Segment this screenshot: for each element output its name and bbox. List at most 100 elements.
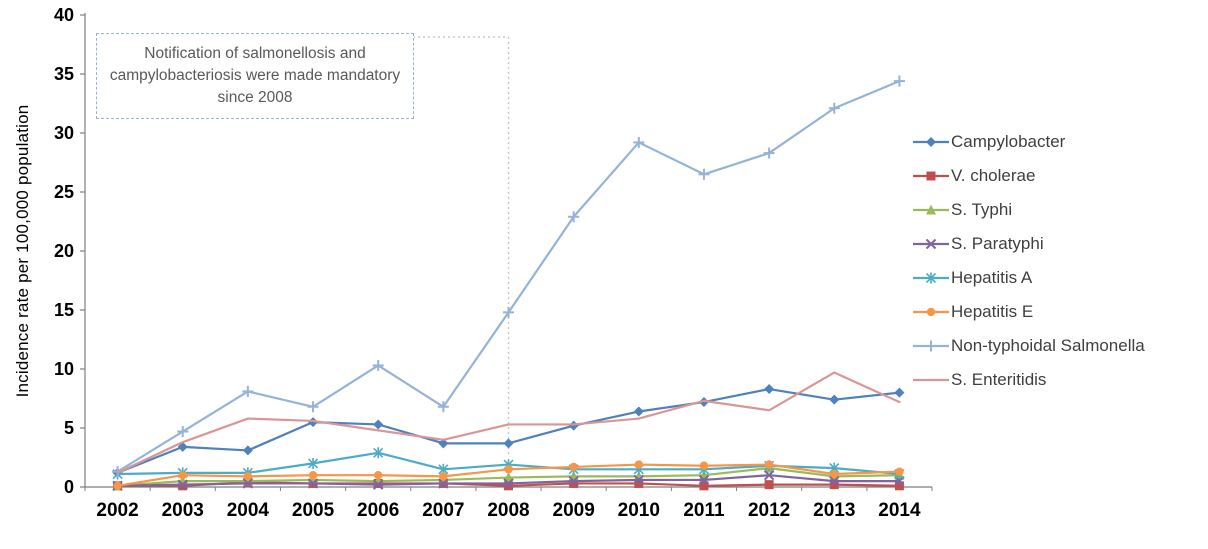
marker-diamond xyxy=(633,406,644,417)
marker-square xyxy=(764,480,774,490)
marker-circle xyxy=(113,481,122,491)
marker-diamond xyxy=(308,417,319,428)
marker-circle xyxy=(569,462,578,472)
marker-x xyxy=(242,478,254,489)
marker-diamond xyxy=(242,445,253,456)
marker-x xyxy=(763,469,775,481)
x-tick-label: 2014 xyxy=(878,500,921,521)
marker-diamond xyxy=(894,387,905,398)
marker-plus xyxy=(828,102,840,114)
legend-item-v-cholerae: V. cholerae xyxy=(913,165,1145,187)
marker-x xyxy=(307,478,319,489)
y-tick-label: 35 xyxy=(54,64,74,84)
x-tick-label: 2003 xyxy=(162,500,204,521)
marker-triangle xyxy=(926,204,936,215)
y-axis-title: Incidence rate per 100,000 population xyxy=(13,104,32,398)
y-tick-label: 15 xyxy=(54,300,74,320)
marker-diamond xyxy=(698,397,709,408)
legend-item-s-typhi: S. Typhi xyxy=(913,199,1145,221)
y-tick-label: 30 xyxy=(54,123,74,143)
marker-x xyxy=(372,479,384,490)
marker-x xyxy=(925,238,937,250)
legend-triangle-icon xyxy=(913,204,949,215)
x-tick-label: 2006 xyxy=(357,500,399,521)
marker-x xyxy=(698,474,710,486)
marker-asterisk xyxy=(307,457,319,469)
marker-plus xyxy=(633,136,645,148)
legend-item-s-enteritidis: S. Enteritidis xyxy=(913,369,1145,391)
legend-label: Non-typhoidal Salmonella xyxy=(951,336,1145,355)
marker-plus xyxy=(372,359,384,371)
x-tick-label: 2008 xyxy=(487,500,529,521)
marker-circle xyxy=(764,460,774,469)
legend-item-non-typhoidal-salmonella: Non-typhoidal Salmonella xyxy=(913,335,1145,357)
marker-diamond xyxy=(764,384,775,395)
marker-x xyxy=(829,475,840,487)
marker-diamond xyxy=(829,394,840,405)
x-tick-label: 2012 xyxy=(748,500,790,521)
marker-plus xyxy=(437,401,449,413)
marker-plus xyxy=(307,401,319,413)
legend-item-hepatitis-a: Hepatitis A xyxy=(913,267,1145,289)
annotation-box: Notification of salmonellosis and campyl… xyxy=(96,33,414,119)
x-tick-label: 2009 xyxy=(553,500,595,521)
marker-asterisk xyxy=(925,272,937,284)
legend-square-icon xyxy=(913,171,949,181)
series-campylobacter xyxy=(112,384,905,478)
marker-plus xyxy=(763,147,775,159)
legend-label: Hepatitis A xyxy=(951,268,1033,287)
marker-circle xyxy=(373,471,383,480)
legend-x-icon xyxy=(913,238,949,250)
marker-x xyxy=(633,474,645,486)
marker-x xyxy=(177,479,188,490)
series-hepatitis-e xyxy=(113,460,904,491)
x-tick-label: 2004 xyxy=(227,500,270,521)
marker-diamond xyxy=(926,137,936,147)
marker-plus xyxy=(893,75,905,87)
y-tick-label: 5 xyxy=(64,418,74,438)
series-s-enteritidis xyxy=(116,371,901,474)
annotation-text: Notification of salmonellosis and campyl… xyxy=(109,45,401,106)
legend-item-campylobacter: Campylobacter xyxy=(913,131,1145,153)
marker-square xyxy=(504,481,513,491)
legend-label: Campylobacter xyxy=(951,132,1066,151)
axes: 0 5 10 15 20 25 30 35 40 2002 2003 2004 2005 2006 2007… xyxy=(54,5,933,521)
marker-circle xyxy=(308,471,318,480)
y-tick-label: 25 xyxy=(54,182,74,202)
series-non-typhoidal-salmonella xyxy=(112,75,905,478)
legend-label: S. Paratyphi xyxy=(951,234,1044,253)
marker-plus xyxy=(503,306,514,318)
legend-item-s-paratyphi: S. Paratyphi xyxy=(913,233,1145,255)
marker-diamond xyxy=(438,438,449,449)
x-tick-label: 2010 xyxy=(618,500,660,521)
marker-plus xyxy=(925,340,937,352)
marker-circle xyxy=(699,461,709,470)
marker-square xyxy=(569,478,579,488)
legend-item-hepatitis-e: Hepatitis E xyxy=(913,301,1145,323)
x-tick-label: 2011 xyxy=(683,500,725,521)
marker-plus xyxy=(568,211,580,223)
marker-diamond xyxy=(503,438,514,449)
marker-square xyxy=(926,171,936,181)
marker-x xyxy=(568,475,579,487)
y-tick-label: 20 xyxy=(54,241,74,261)
marker-circle xyxy=(439,472,448,481)
marker-square xyxy=(699,481,709,491)
marker-circle xyxy=(504,465,513,474)
marker-circle xyxy=(830,469,839,479)
marker-square xyxy=(829,480,839,490)
x-tick-label: 2007 xyxy=(422,500,464,521)
marker-x xyxy=(438,478,449,489)
y-tick-label: 0 xyxy=(64,477,74,497)
legend-plus-icon xyxy=(913,340,949,352)
x-tick-label: 2002 xyxy=(96,500,138,521)
legend-label: V. cholerae xyxy=(951,166,1036,185)
marker-plus xyxy=(177,426,189,438)
legend-circle-icon xyxy=(913,307,949,317)
marker-diamond xyxy=(373,419,384,430)
marker-circle xyxy=(926,307,936,317)
marker-diamond xyxy=(568,420,579,431)
legend: Campylobacter V. cholerae S. Typhi S. Parat… xyxy=(913,131,1145,391)
marker-circle xyxy=(178,471,187,480)
